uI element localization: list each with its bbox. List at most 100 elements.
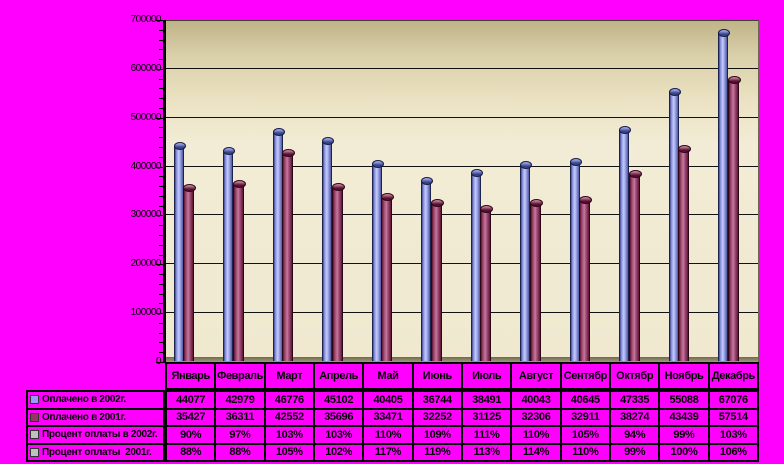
bar-paid-2001-2 <box>232 179 246 361</box>
table-value-cell-r1-c3: 46776 <box>264 391 314 409</box>
table-value-cell-r4-c12: 106% <box>708 443 758 461</box>
cylinder-cap-icon <box>272 128 285 137</box>
table-value-cell-r2-c6: 32252 <box>412 408 462 426</box>
y-axis-major-tick <box>156 166 164 168</box>
y-axis-minor-tick <box>159 332 164 334</box>
y-axis-tick-label: 200000 <box>130 258 162 270</box>
bar-paid-2001-1 <box>183 183 196 361</box>
legend-label-paid-2002: Оплачено в 2002г. <box>42 394 126 406</box>
month-header-cell-6: Июнь <box>412 363 462 389</box>
month-header-cell-3: Март <box>264 363 314 389</box>
y-axis-minor-tick <box>159 127 164 129</box>
cylinder-cap-icon <box>331 182 345 191</box>
bar-paid-2001-10 <box>628 170 642 361</box>
table-value-cell-r1-c11: 55088 <box>659 391 709 409</box>
table-value-cell-r3-c8: 110% <box>511 426 561 444</box>
table-value-cell-r2-c2: 36311 <box>215 408 265 426</box>
y-axis-minor-tick <box>159 225 164 227</box>
y-axis-line <box>163 20 166 363</box>
table-value-cell-r4-c6: 119% <box>412 443 462 461</box>
table-value-cell-r1-c10: 47335 <box>609 391 660 409</box>
y-axis-minor-tick <box>159 156 164 158</box>
y-axis-minor-tick <box>159 78 164 80</box>
bar-paid-2001-3 <box>282 149 295 361</box>
y-axis-major-tick <box>156 362 164 363</box>
month-header-cell-7: Июль <box>461 363 512 389</box>
bar-paid-2001-7 <box>480 204 493 361</box>
chart-gridline <box>165 67 758 69</box>
table-value-cell-r2-c11: 43439 <box>659 408 709 426</box>
table-value-cell-r2-c4: 35696 <box>313 408 364 426</box>
y-axis-tick-label: 100000 <box>130 307 162 319</box>
y-axis-minor-tick <box>159 176 164 178</box>
y-axis-minor-tick <box>159 59 164 61</box>
cylinder-cap-icon <box>430 199 444 208</box>
bar-paid-2001-6 <box>430 199 444 361</box>
y-axis-major-tick <box>156 20 164 21</box>
table-value-cell-r3-c3: 103% <box>264 426 314 444</box>
legend-row-percent-2001: Процент оплаты 2001г. <box>27 443 164 461</box>
y-axis-tick-label: 700000 <box>130 14 162 25</box>
table-value-cell-r4-c9: 110% <box>560 443 610 461</box>
table-value-cell-r1-c4: 45102 <box>313 391 364 409</box>
y-axis-minor-tick <box>159 98 164 100</box>
table-value-cell-r3-c6: 109% <box>412 426 462 444</box>
legend-row-paid-2002: Оплачено в 2002г. <box>27 391 164 409</box>
table-value-cell-r4-c5: 117% <box>363 443 413 461</box>
table-value-cell-r1-c2: 42979 <box>215 391 265 409</box>
y-axis-minor-tick <box>159 186 164 188</box>
table-value-cell-r2-c5: 33471 <box>363 408 413 426</box>
table-value-cell-r1-c9: 40645 <box>560 391 610 409</box>
table-value-cell-r1-c12: 67076 <box>708 391 758 409</box>
table-value-cell-r3-c12: 103% <box>708 426 758 444</box>
cylinder-cap-icon <box>727 76 741 85</box>
y-axis-minor-tick <box>159 352 164 354</box>
bar-paid-2002-9 <box>569 158 582 361</box>
bar-paid-2002-10 <box>619 125 631 361</box>
chart-gridline <box>165 165 758 167</box>
table-value-cell-r2-c12: 57514 <box>708 408 758 426</box>
y-axis-tick-label: 300000 <box>130 209 162 221</box>
table-value-cell-r3-c1: 90% <box>166 426 216 444</box>
cylinder-cap-icon <box>619 125 631 134</box>
legend-row-percent-2002: Процент оплаты в 2002г. <box>27 426 164 444</box>
table-value-cell-r3-c7: 111% <box>461 426 512 444</box>
month-header-cell-4: Апрель <box>313 363 364 389</box>
cylinder-cap-icon <box>173 141 186 150</box>
cylinder-cap-icon <box>381 193 394 202</box>
y-axis-minor-tick <box>159 29 164 31</box>
y-axis-minor-tick <box>159 283 164 285</box>
month-header-cell-12: Декабрь <box>708 363 758 389</box>
table-value-cell-r4-c4: 102% <box>313 443 364 461</box>
cylinder-cap-icon <box>371 159 384 168</box>
table-value-cell-r1-c1: 44077 <box>166 391 216 409</box>
y-axis-tick-label: 0 <box>113 356 162 368</box>
cylinder-cap-icon <box>470 168 483 177</box>
cylinder-cap-icon <box>718 29 730 38</box>
y-axis-minor-tick <box>159 293 164 295</box>
cylinder-cap-icon <box>579 196 592 205</box>
cylinder-cap-icon <box>232 179 246 188</box>
bar-paid-2001-4 <box>331 182 345 361</box>
table-value-cell-r4-c3: 105% <box>264 443 314 461</box>
y-axis-minor-tick <box>159 303 164 305</box>
cylinder-cap-icon <box>668 87 681 96</box>
y-axis-minor-tick <box>159 274 164 276</box>
table-value-cell-r1-c5: 40405 <box>363 391 413 409</box>
chart-floor <box>165 357 758 362</box>
chart-plot-area <box>165 20 759 362</box>
y-axis-minor-tick <box>159 137 164 139</box>
y-axis-tick-label: 600000 <box>130 62 162 74</box>
cylinder-cap-icon <box>282 149 295 158</box>
cylinder-cap-icon <box>322 136 334 145</box>
table-value-cell-r4-c10: 99% <box>609 443 660 461</box>
table-value-cell-r1-c8: 40043 <box>511 391 561 409</box>
bar-paid-2002-8 <box>520 161 532 361</box>
table-value-cell-r4-c2: 88% <box>215 443 265 461</box>
table-value-cell-r2-c1: 35427 <box>166 408 216 426</box>
cylinder-cap-icon <box>421 177 433 186</box>
month-header-cell-5: Май <box>363 363 413 389</box>
legend-swatch-paid-2002-icon <box>30 395 39 405</box>
table-value-cell-r3-c5: 110% <box>363 426 413 444</box>
